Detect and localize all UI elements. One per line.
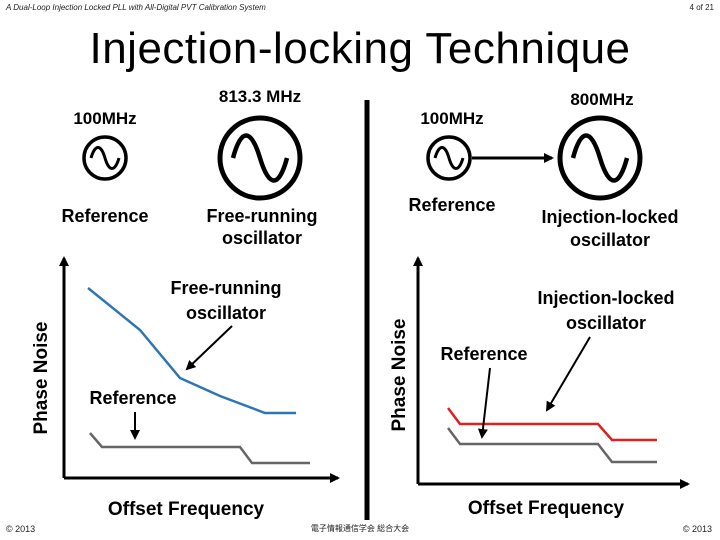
left-free-running-curve [87,287,296,415]
left-ref-freq: 100MHz [73,109,136,128]
right-osc-freq: 800MHz [570,90,633,109]
left-reference-curve [89,432,310,465]
left-annot-arrow-1 [185,325,233,371]
left-osc-freq: 813.3 MHz [219,87,301,106]
right-ref-freq: 100MHz [420,109,483,128]
slide-title: Injection-locking Technique [89,24,631,73]
right-ref-label: Reference [408,195,495,215]
right-osc-label-2: oscillator [570,230,650,250]
right-annot-reference: Reference [440,344,527,364]
right-plot-ylabel: Phase Noise [389,319,410,432]
left-free-running-oscillator-icon [217,115,303,201]
right-plot-xlabel: Offset Frequency [468,498,625,519]
right-osc-label-1: Injection-locked [541,207,678,227]
presentation-title: A Dual-Loop Injection Locked PLL with Al… [6,3,266,12]
left-plot-xlabel: Offset Frequency [108,499,265,520]
right-annot-injection-locked-2: oscillator [566,313,646,333]
left-ref-label: Reference [61,206,148,226]
conference-name: 電子情報通信学会 総合大会 [310,524,410,533]
left-osc-label-1: Free-running [207,206,318,226]
left-osc-label-2: oscillator [222,228,302,248]
right-injection-locked-curve [447,407,657,442]
right-annot-arrow-2 [477,367,491,439]
right-annot-injection-locked-1: Injection-locked [537,288,674,308]
left-plot-axes [59,256,340,483]
copyright-left: © 2013 [6,524,36,534]
left-annot-free-running-2: oscillator [186,303,266,323]
left-annot-reference: Reference [89,388,176,408]
page-number: 4 of 21 [689,3,714,12]
copyright-right: © 2013 [682,524,712,534]
right-reference-source-icon [426,135,472,181]
right-reference-curve [447,427,657,464]
right-plot-axes [413,256,690,489]
right-annot-arrow-1 [545,336,591,412]
left-reference-source-icon [82,135,128,181]
right-injection-locked-oscillator-icon [557,115,643,201]
left-plot-ylabel: Phase Noise [31,322,52,435]
left-annot-free-running-1: Free-running [171,278,282,298]
